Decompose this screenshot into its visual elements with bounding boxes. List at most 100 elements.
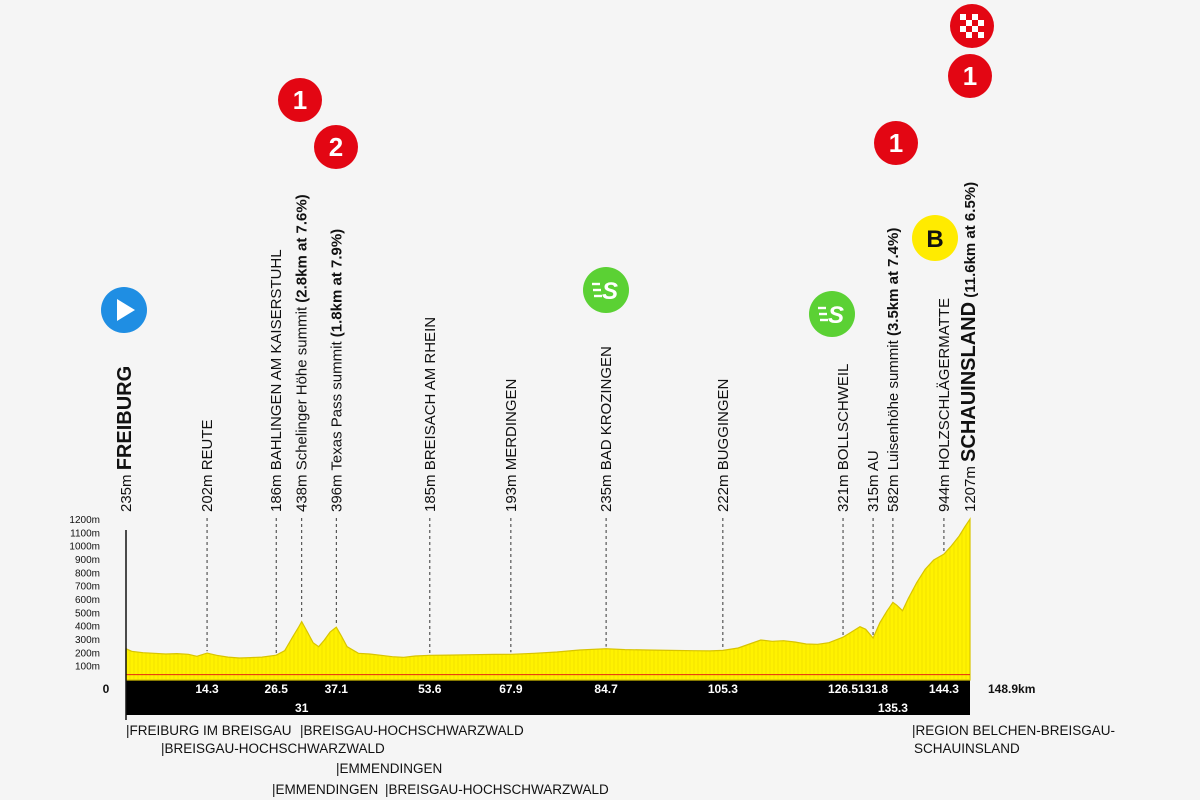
sprint-speed-lines	[592, 282, 602, 298]
place-elevation: 186m	[268, 470, 285, 512]
place-name: MERDINGEN	[503, 379, 520, 471]
y-tick-label: 600m	[75, 595, 100, 606]
place-elevation: 396m	[328, 471, 345, 512]
place-elevation: 1207m	[962, 462, 979, 512]
distance-band	[126, 680, 970, 715]
region-label: SCHAUINSLAND	[914, 741, 1020, 756]
x-tick-label: 84.7	[594, 682, 618, 696]
region-label: |REGION BELCHEN-BREISGAU-	[912, 723, 1115, 738]
climb-detail: (11.6km at 6.5%)	[962, 182, 979, 302]
place-name: FREIBURG	[114, 366, 136, 470]
place-label: 944m HOLZSCHLÄGERMATTE	[936, 298, 953, 512]
place-label: 193m MERDINGEN	[503, 379, 520, 512]
x-tick-label: 131.8	[858, 682, 888, 696]
place-name: HOLZSCHLÄGERMATTE	[936, 298, 953, 470]
place-label: 186m BAHLINGEN AM KAISERSTUHL	[268, 249, 285, 512]
y-tick-label: 500m	[75, 608, 100, 619]
place-elevation: 202m	[199, 470, 216, 512]
place-elevation: 315m	[865, 471, 882, 512]
y-tick-label: 900m	[75, 555, 100, 566]
place-elevation: 193m	[503, 470, 520, 512]
place-label-text: 202m REUTE	[199, 419, 216, 512]
place-label: 438m Schelinger Höhe summit (2.8km at 7.…	[294, 194, 311, 512]
place-label-text: 396m Texas Pass summit (1.8km at 7.9%)	[328, 229, 345, 512]
place-label-text: 944m HOLZSCHLÄGERMATTE	[936, 298, 953, 512]
climb-detail: (2.8km at 7.6%)	[294, 194, 311, 307]
place-label: 185m BREISACH AM RHEIN	[422, 317, 439, 512]
x-tick-label: 105.3	[708, 682, 738, 696]
sprint-icon	[809, 291, 855, 337]
region-label: |EMMENDINGEN	[336, 761, 442, 776]
y-tick-label: 1100m	[70, 528, 100, 539]
sprint-icon	[583, 267, 629, 313]
place-label: 396m Texas Pass summit (1.8km at 7.9%)	[328, 229, 345, 512]
place-name: BUGGINGEN	[715, 379, 732, 471]
place-label-text: 438m Schelinger Höhe summit (2.8km at 7.…	[294, 194, 311, 512]
place-label: 235m BAD KROZINGEN	[598, 346, 615, 512]
place-label-text: 193m MERDINGEN	[503, 379, 520, 512]
kom-category-label: 1	[963, 61, 977, 91]
x-tick-label: 126.5	[828, 682, 858, 696]
place-label-text: 315m AU	[865, 450, 882, 512]
sprint-speed-lines	[818, 306, 828, 322]
x-tick-label: 67.9	[499, 682, 523, 696]
x-tick-label: 135.3	[878, 701, 908, 715]
place-label-text: 235m FREIBURG	[114, 366, 136, 512]
sprint-label: S	[602, 278, 618, 305]
place-elevation: 438m	[294, 470, 311, 512]
place-label-text: 321m BOLLSCHWEIL	[835, 364, 852, 512]
place-elevation: 944m	[936, 470, 953, 512]
y-tick-label: 700m	[75, 582, 100, 593]
x-tick-label: 26.5	[265, 682, 289, 696]
kom-category-label: 1	[889, 128, 903, 158]
x-tick-label: 53.6	[418, 682, 442, 696]
place-label: 235m FREIBURG	[114, 366, 136, 512]
place-elevation: 185m	[422, 470, 439, 512]
origin-label: 0	[103, 682, 110, 696]
y-tick-label: 800m	[75, 568, 100, 579]
place-name: BREISACH AM RHEIN	[422, 317, 439, 470]
region-label: |BREISGAU-HOCHSCHWARZWALD	[385, 782, 609, 797]
y-tick-label: 1000m	[69, 542, 100, 553]
place-name: REUTE	[199, 419, 216, 470]
place-elevation: 321m	[835, 470, 852, 512]
place-label: 315m AU	[865, 450, 882, 512]
start-arrow	[117, 299, 135, 321]
place-name: Luisenhöhe summit	[885, 339, 902, 470]
kom-badge	[874, 121, 918, 165]
place-label: 321m BOLLSCHWEIL	[835, 364, 852, 512]
place-label-text: 186m BAHLINGEN AM KAISERSTUHL	[268, 249, 285, 512]
climb-detail: (3.5km at 7.4%)	[885, 228, 902, 341]
sprint-label: S	[828, 302, 844, 329]
place-label: 222m BUGGINGEN	[715, 379, 732, 512]
y-tick-label: 400m	[75, 622, 100, 633]
x-tick-label: 37.1	[325, 682, 349, 696]
region-label: |BREISGAU-HOCHSCHWARZWALD	[161, 741, 385, 756]
region-label: |EMMENDINGEN	[272, 782, 378, 797]
place-elevation: 235m	[598, 470, 615, 512]
place-name: Schelinger Höhe summit	[294, 306, 311, 470]
x-tick-label: 31	[295, 701, 309, 715]
x-tick-label: 144.3	[929, 682, 959, 696]
y-tick-label: 300m	[75, 635, 100, 646]
place-label: 1207m SCHAUINSLAND (11.6km at 6.5%)	[958, 182, 980, 512]
place-label-text: 235m BAD KROZINGEN	[598, 346, 615, 512]
place-name: BAD KROZINGEN	[598, 346, 615, 470]
bonus-badge	[912, 215, 958, 261]
y-tick-label: 200m	[75, 648, 100, 659]
place-label-text: 582m Luisenhöhe summit (3.5km at 7.4%)	[885, 228, 902, 512]
kom-badge	[314, 125, 358, 169]
place-label: 202m REUTE	[199, 419, 216, 512]
kom-category-label: 1	[293, 85, 307, 115]
y-tick-label: 1200m	[69, 515, 100, 526]
kom-badge	[948, 54, 992, 98]
kom-badge	[278, 78, 322, 122]
region-label: |FREIBURG IM BREISGAU	[126, 723, 292, 738]
place-elevation: 222m	[715, 470, 732, 512]
place-name: BOLLSCHWEIL	[835, 364, 852, 471]
place-name: Texas Pass summit	[328, 341, 345, 471]
total-distance-label: 148.9km	[988, 682, 1035, 696]
region-label: |BREISGAU-HOCHSCHWARZWALD	[300, 723, 524, 738]
place-label: 582m Luisenhöhe summit (3.5km at 7.4%)	[885, 228, 902, 512]
y-tick-label: 100m	[75, 662, 100, 673]
